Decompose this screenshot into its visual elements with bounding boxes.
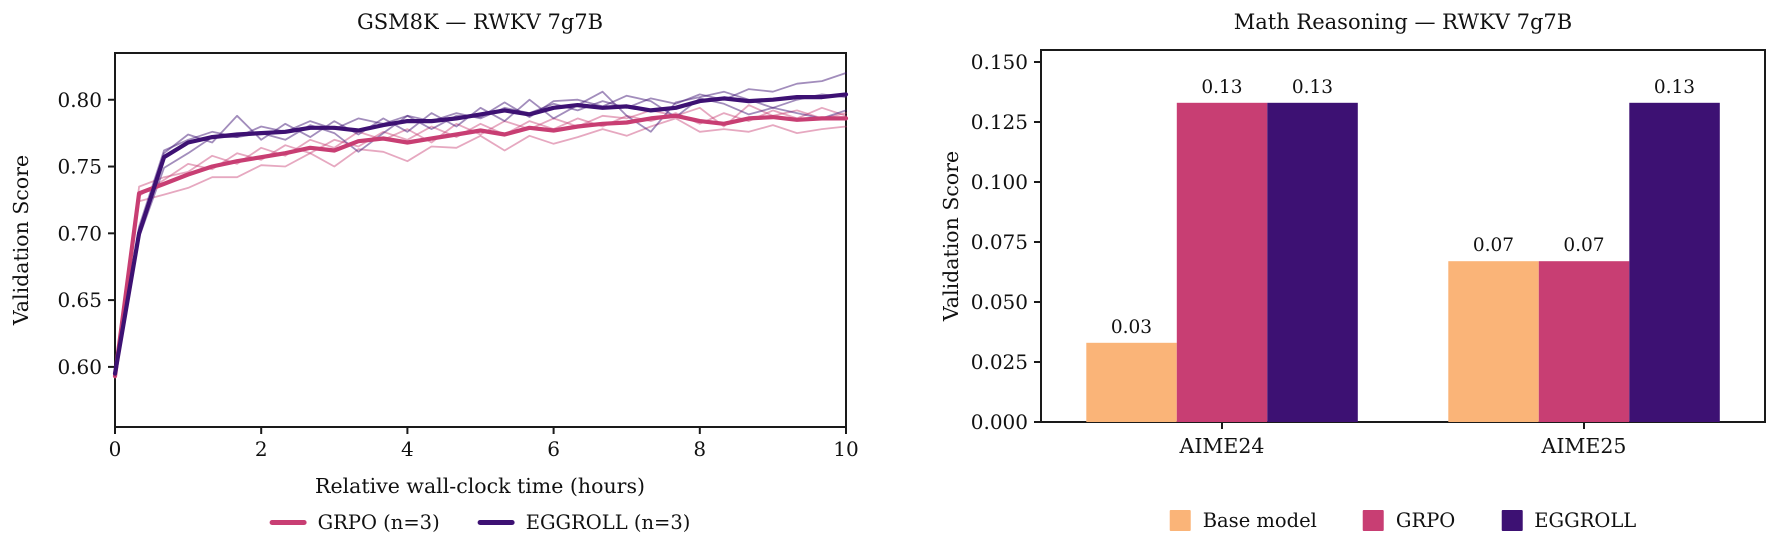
legend-item-grpo: GRPO (n=3) [269,511,440,534]
line-grpo-run-1 [114,117,847,378]
x-tick-label: 10 [833,437,858,461]
bar-value-label: 0.07 [1563,235,1604,256]
grpo-swatch [1362,510,1384,531]
x-tick-label: 2 [255,437,268,461]
eggroll-legend-label: EGGROLL (n=3) [525,511,691,534]
right-chart-ylabel: Validation Score [939,150,963,322]
y-tick-label: 0.125 [971,110,1028,134]
y-tick-label: 0.075 [971,230,1028,254]
left-chart-title: GSM8K — RWKV 7g7B [356,10,604,34]
right-chart-title: Math Reasoning — RWKV 7g7B [1233,10,1573,34]
category-label: AIME24 [1179,434,1265,458]
line-eggroll-n-3 [112,92,849,376]
legend-item-base-model: Base model [1169,509,1317,532]
x-tick-label: 6 [547,437,560,461]
bar-aime25-eggroll [1629,102,1720,423]
eggroll-swatch [1501,510,1523,531]
left-chart-ylabel: Validation Score [9,154,33,326]
grpo-bar-legend-label: GRPO [1395,509,1456,532]
eggroll-line-swatch [477,520,515,525]
bar-value-label: 0.13 [1654,77,1695,98]
left-axes-box [114,52,847,428]
line-grpo-run-2 [114,106,847,376]
x-tick-label: 8 [693,437,706,461]
line-eggroll-run-1 [114,72,847,375]
left-chart-legend: GRPO (n=3) EGGROLL (n=3) [269,511,691,534]
line-eggroll-run-3 [114,93,847,376]
bar-aime24-eggroll [1267,102,1358,423]
base-model-swatch [1169,510,1191,531]
y-tick-label: 0.75 [57,155,102,179]
eggroll-bar-legend-label: EGGROLL [1534,509,1637,532]
grpo-line-swatch [269,520,307,525]
y-tick-label: 0.80 [57,88,102,112]
base-model-legend-label: Base model [1202,509,1317,532]
y-tick-label: 0.70 [57,221,102,245]
line-eggroll-run-2 [114,90,847,374]
bar-aime25-grpo [1538,261,1630,422]
legend-item-grpo-bar: GRPO [1362,509,1456,532]
bar-value-label: 0.07 [1473,235,1514,256]
y-tick-label: 0.000 [971,410,1028,434]
bar-value-label: 0.13 [1292,77,1333,98]
grpo-legend-label: GRPO (n=3) [317,511,440,534]
bar-value-label: 0.03 [1111,317,1152,338]
y-tick-label: 0.025 [971,350,1028,374]
right-axes-box [1040,49,1766,423]
y-tick-label: 0.100 [971,170,1028,194]
x-tick-label: 0 [109,437,122,461]
line-grpo-n-3 [112,113,849,379]
bar-aime24-base-model [1086,342,1177,422]
bar-value-label: 0.13 [1201,77,1242,98]
legend-item-eggroll-bar: EGGROLL [1501,509,1636,532]
right-chart-legend: Base model GRPO EGGROLL [1169,509,1636,532]
x-tick-label: 4 [401,437,414,461]
bar-aime24-grpo [1176,102,1268,423]
bar-aime25-base-model [1448,261,1539,422]
legend-item-eggroll: EGGROLL (n=3) [477,511,691,534]
y-tick-label: 0.65 [57,288,102,312]
category-label: AIME25 [1541,434,1627,458]
y-tick-label: 0.050 [971,290,1028,314]
y-tick-label: 0.150 [971,50,1028,74]
line-grpo-run-3 [114,104,847,379]
left-chart-xlabel: Relative wall-clock time (hours) [315,474,645,498]
y-tick-label: 0.60 [57,355,102,379]
